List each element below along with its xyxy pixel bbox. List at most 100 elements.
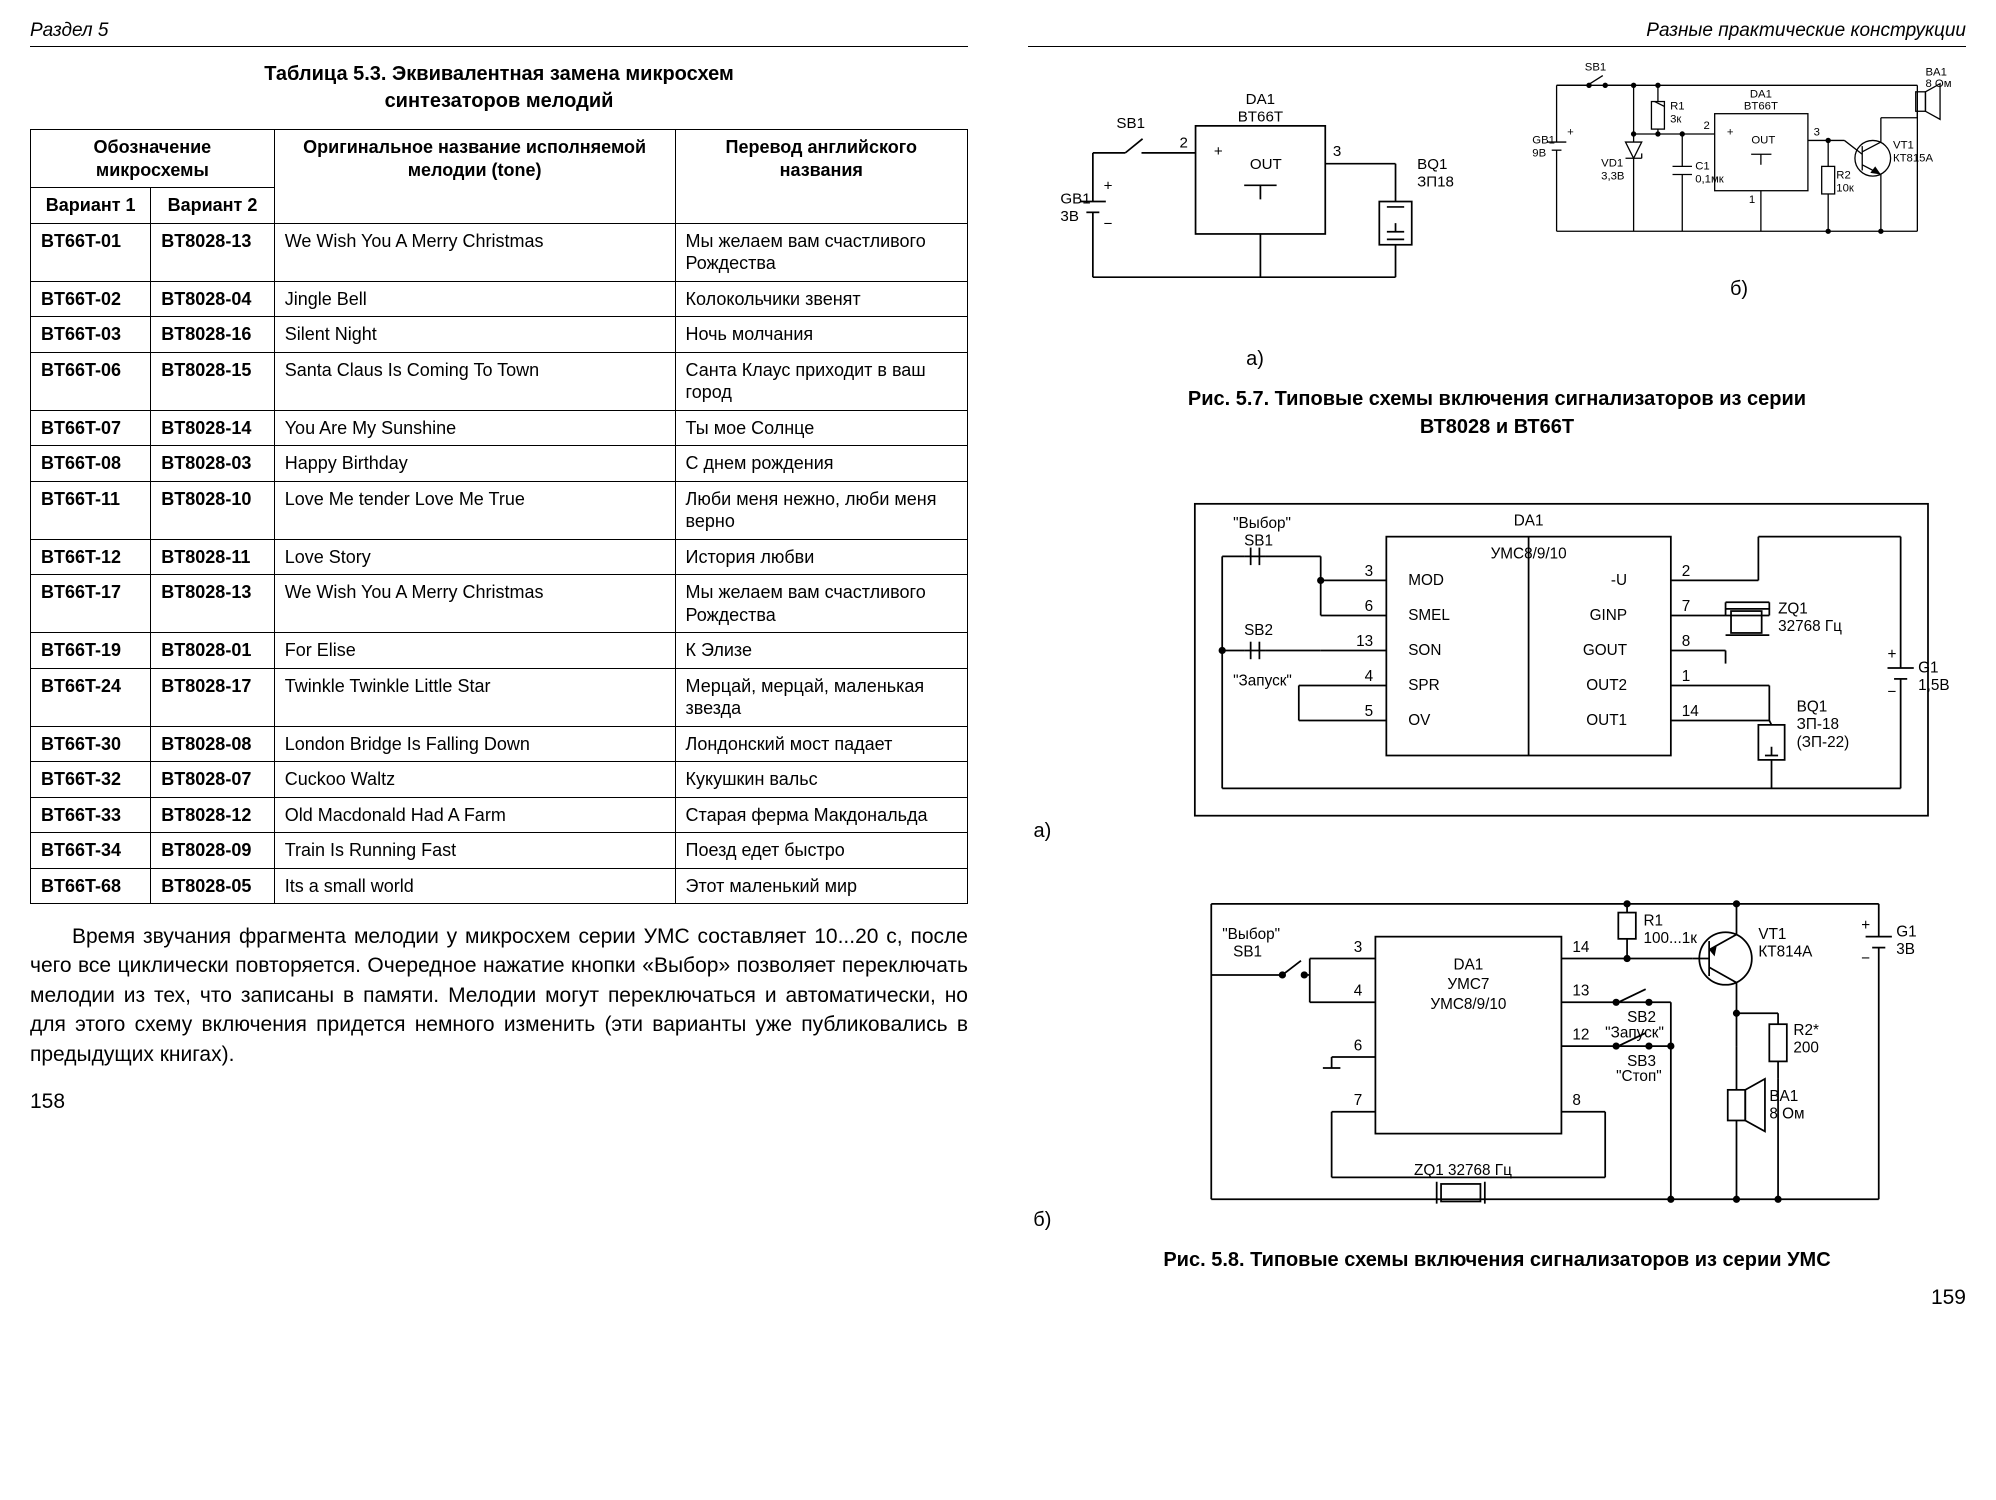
table-cell: Люби меня нежно, люби меня верно	[675, 481, 967, 539]
table-cell: BT8028-05	[151, 868, 274, 904]
table-cell: We Wish You A Merry Christmas	[274, 223, 675, 281]
svg-text:G1: G1	[1918, 659, 1938, 676]
svg-text:GB1: GB1	[1060, 191, 1090, 208]
svg-text:SON: SON	[1408, 642, 1441, 659]
svg-text:1: 1	[1749, 194, 1755, 206]
table-cell: BT8028-15	[151, 352, 274, 410]
svg-text:6: 6	[1353, 1038, 1362, 1055]
th-col1: Вариант 1	[31, 188, 151, 224]
svg-text:R1: R1	[1670, 101, 1684, 113]
table-caption-l2: синтезаторов мелодий	[385, 90, 614, 112]
svg-text:G1: G1	[1896, 924, 1916, 941]
svg-text:ЗП-18: ЗП-18	[1796, 716, 1838, 733]
svg-text:GB1: GB1	[1532, 135, 1555, 147]
table-cell: BT8028-17	[151, 668, 274, 726]
svg-text:8 Ом: 8 Ом	[1925, 78, 1951, 90]
svg-text:4: 4	[1353, 983, 1362, 1000]
svg-text:32768 Гц: 32768 Гц	[1778, 618, 1842, 635]
left-page-header: Раздел 5	[30, 20, 968, 47]
table-row: BT66T-11BT8028-10Love Me tender Love Me …	[31, 481, 968, 539]
svg-text:ZQ1 32768 Гц: ZQ1 32768 Гц	[1414, 1162, 1512, 1179]
svg-text:3В: 3В	[1896, 941, 1915, 958]
svg-text:14: 14	[1681, 703, 1699, 720]
table-cell: Ты мое Солнце	[675, 410, 967, 446]
svg-text:SB2: SB2	[1244, 622, 1273, 639]
svg-text:(ЗП-22): (ЗП-22)	[1796, 734, 1849, 751]
svg-text:GINP: GINP	[1589, 607, 1626, 624]
fig58b-wrap: б) DA1 УМС7 УМС8/9/10 3 4 6 7 14	[1028, 871, 1966, 1232]
fig58-caption: Рис. 5.8. Типовые схемы включения сигнал…	[1028, 1246, 1966, 1274]
svg-text:9В: 9В	[1532, 148, 1546, 160]
fig57-caption-l2: ВТ8028 и ВТ66Т	[1420, 416, 1574, 438]
svg-text:SB1: SB1	[1116, 115, 1145, 132]
right-page-header: Разные практические конструкции	[1028, 20, 1966, 47]
svg-text:"Выбор": "Выбор"	[1233, 515, 1291, 532]
table-cell: BT8028-10	[151, 481, 274, 539]
svg-text:"Выбор": "Выбор"	[1222, 926, 1280, 943]
fig58b-schematic: DA1 УМС7 УМС8/9/10 3 4 6 7 14 13 12 8 "В…	[1069, 871, 1966, 1232]
svg-text:DA1: DA1	[1750, 88, 1772, 100]
table-cell: Santa Claus Is Coming To Town	[274, 352, 675, 410]
svg-text:2: 2	[1704, 120, 1710, 132]
svg-text:R2*: R2*	[1793, 1022, 1819, 1039]
svg-text:2: 2	[1681, 563, 1690, 580]
fig58a-sublabel: а)	[1028, 820, 1057, 843]
svg-text:OUT: OUT	[1751, 135, 1775, 147]
fig58a-schematic: DA1 УМС8/9/10 MOD3 SMEL6 SON13 SPR4 OV5	[1069, 471, 1966, 843]
right-page: Разные практические конструкции DA1 BT66…	[1028, 20, 1966, 1310]
svg-text:УМС8/9/10: УМС8/9/10	[1490, 546, 1566, 563]
svg-text:3: 3	[1814, 127, 1820, 139]
table-cell: Мы желаем вам счастливого Рождества	[675, 223, 967, 281]
table-cell: BT66T-02	[31, 281, 151, 317]
table-cell: Happy Birthday	[274, 446, 675, 482]
table-cell: С днем рождения	[675, 446, 967, 482]
th-col4: Перевод английского названия	[675, 130, 967, 224]
svg-text:SMEL: SMEL	[1408, 607, 1450, 624]
svg-text:BQ1: BQ1	[1417, 156, 1447, 173]
table-cell: BT66T-34	[31, 833, 151, 869]
table-cell: Лондонский мост падает	[675, 726, 967, 762]
table-cell: BT8028-14	[151, 410, 274, 446]
table-cell: BT66T-11	[31, 481, 151, 539]
fig57-row: DA1 BT66T + OUT 2 SB1	[1028, 61, 1966, 371]
table-row: BT66T-24BT8028-17Twinkle Twinkle Little …	[31, 668, 968, 726]
svg-text:VT1: VT1	[1893, 140, 1914, 152]
fig57b-sublabel: б)	[1512, 278, 1966, 301]
table-row: BT66T-07BT8028-14You Are My SunshineТы м…	[31, 410, 968, 446]
svg-text:SB1: SB1	[1233, 943, 1262, 960]
table-cell: We Wish You A Merry Christmas	[274, 575, 675, 633]
table-cell: Its a small world	[274, 868, 675, 904]
svg-text:+: +	[1567, 127, 1574, 139]
svg-text:BT66T: BT66T	[1744, 101, 1778, 113]
fig57a-wrap: DA1 BT66T + OUT 2 SB1	[1028, 61, 1482, 371]
table-row: BT66T-30BT8028-08London Bridge Is Fallin…	[31, 726, 968, 762]
svg-text:GOUT: GOUT	[1583, 642, 1627, 659]
svg-text:C1: C1	[1695, 161, 1709, 173]
svg-text:+: +	[1104, 178, 1113, 195]
svg-text:12: 12	[1572, 1027, 1589, 1044]
table-cell: Ночь молчания	[675, 317, 967, 353]
table-cell: BT8028-09	[151, 833, 274, 869]
svg-text:DA1: DA1	[1246, 91, 1275, 108]
table-cell: You Are My Sunshine	[274, 410, 675, 446]
svg-text:+: +	[1887, 646, 1896, 663]
svg-text:VT1: VT1	[1758, 926, 1786, 943]
table-cell: BT66T-30	[31, 726, 151, 762]
left-header-text: Раздел 5	[30, 20, 108, 42]
table-row: BT66T-08BT8028-03Happy BirthdayС днем ро…	[31, 446, 968, 482]
table-row: BT66T-03BT8028-16Silent NightНочь молчан…	[31, 317, 968, 353]
svg-text:УМС7: УМС7	[1447, 976, 1489, 993]
svg-text:OUT: OUT	[1250, 156, 1282, 173]
fig57a-schematic: DA1 BT66T + OUT 2 SB1	[1028, 61, 1482, 342]
svg-text:DA1: DA1	[1513, 513, 1543, 530]
svg-text:200: 200	[1793, 1040, 1819, 1057]
th-col2: Вариант 2	[151, 188, 274, 224]
fig57b-wrap: DA1 BT66T + OUT	[1512, 61, 1966, 371]
table-cell: Колокольчики звенят	[675, 281, 967, 317]
fig57b-schematic: DA1 BT66T + OUT	[1512, 61, 1966, 272]
left-page: Раздел 5 Таблица 5.3. Эквивалентная заме…	[30, 20, 968, 1310]
svg-text:КТ815А: КТ815А	[1893, 153, 1933, 165]
fig57a-sublabel: а)	[1028, 348, 1482, 371]
table-cell: BT8028-13	[151, 223, 274, 281]
svg-text:3: 3	[1333, 143, 1341, 160]
